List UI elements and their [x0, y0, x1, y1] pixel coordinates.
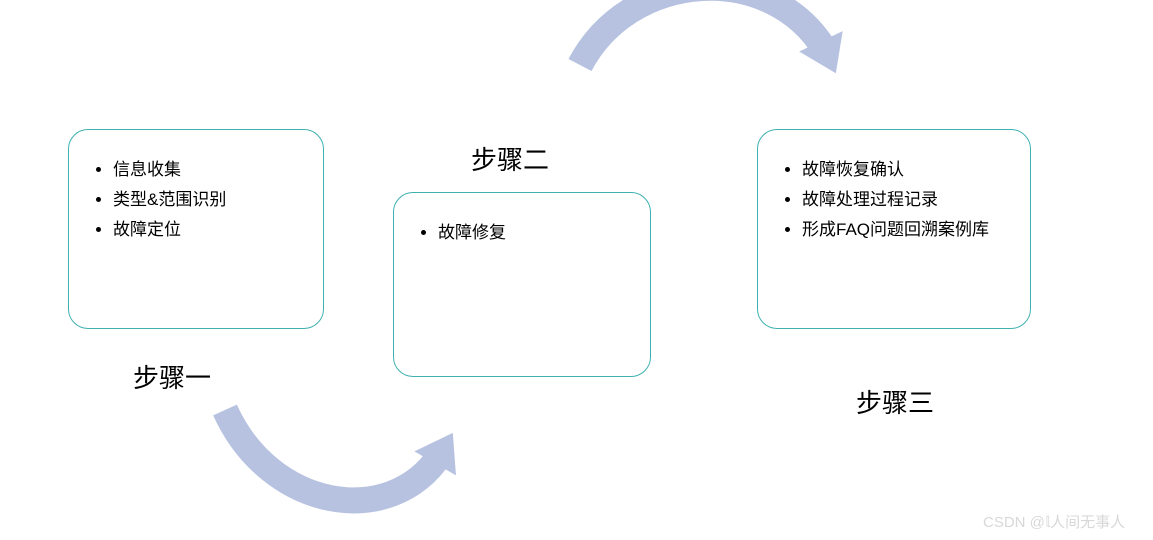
step-items-3: 故障恢复确认故障处理过程记录形成FAQ问题回溯案例库: [802, 155, 1012, 240]
step-item: 信息收集: [113, 155, 305, 180]
step-box-3: 故障恢复确认故障处理过程记录形成FAQ问题回溯案例库: [757, 129, 1031, 329]
step-items-1: 信息收集类型&范围识别故障定位: [113, 155, 305, 240]
step-item: 形成FAQ问题回溯案例库: [802, 215, 1012, 240]
step-item: 类型&范围识别: [113, 185, 305, 210]
watermark-text: CSDN @𝕝人间无事人: [983, 511, 1125, 532]
step-items-2: 故障修复: [438, 218, 632, 243]
step-item: 故障修复: [438, 218, 632, 243]
diagram-container: 信息收集类型&范围识别故障定位步骤一 故障修复 步骤二 故障恢复确认故障处理过程记录形…: [0, 0, 1153, 536]
step-item: 故障处理过程记录: [802, 185, 1012, 210]
step-label-3: 步骤三: [856, 383, 934, 420]
step-label-2: 步骤二: [471, 140, 549, 177]
step-item: 故障定位: [113, 215, 305, 240]
step-item: 故障恢复确认: [802, 155, 1012, 180]
step-label-1: 步骤一: [133, 358, 211, 395]
arrow-arrow2: [540, 0, 880, 150]
step-box-1: 信息收集类型&范围识别故障定位: [68, 129, 324, 329]
arrow-arrow1: [130, 370, 470, 540]
step-box-2: 故障修复: [393, 192, 651, 377]
